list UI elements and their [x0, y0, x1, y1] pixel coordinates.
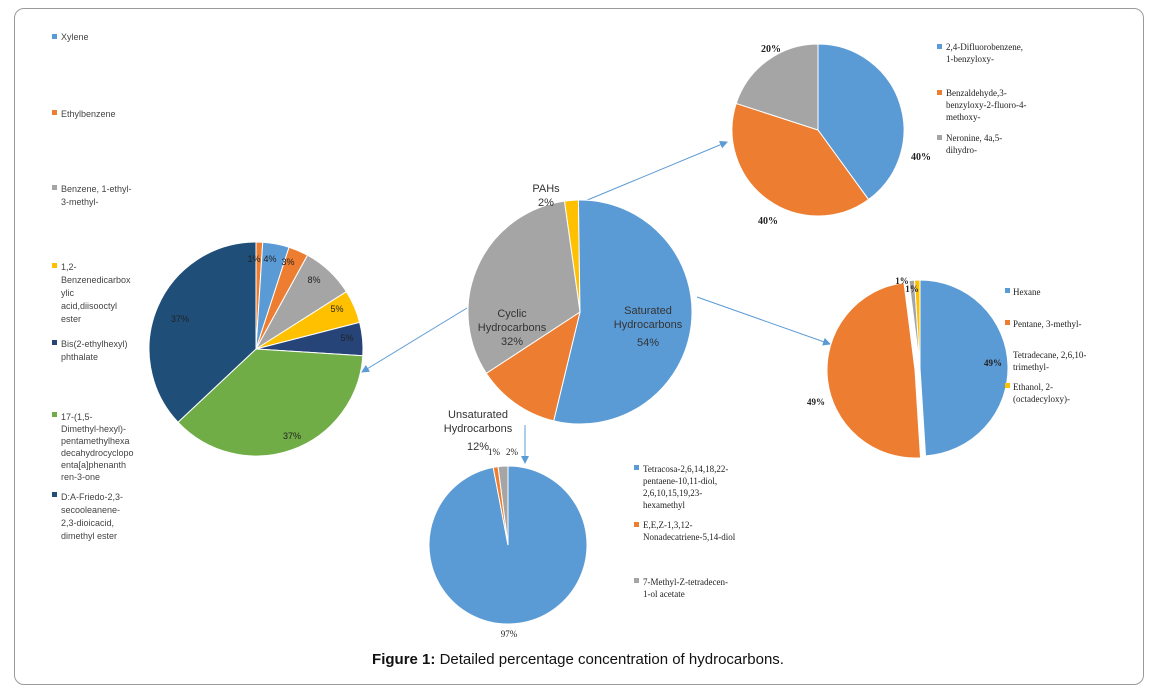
main-slice-1	[485, 310, 581, 422]
pie-main	[467, 199, 693, 425]
saturated-slice-3	[913, 279, 921, 369]
legend-friedo: D:A-Friedo-2,3-secooleanene-2,3-dioicaci…	[61, 492, 123, 541]
legend-difluorobenzene: 2,4-Difluorobenzene, 1-benzyloxy-	[946, 42, 1023, 64]
legend-hexane: Hexane	[1013, 287, 1040, 297]
legend-swatch-pentane	[1005, 320, 1010, 325]
pahs-pct-blue: 40%	[911, 152, 931, 163]
saturated-pct-gray: 1%	[895, 276, 909, 286]
main-pct-cyclic: 32%	[501, 336, 523, 348]
legend-tetracosa: Tetracosa-2,6,14,18,22-pentaene-10,11-di…	[643, 464, 728, 510]
legend-swatch-ethylbenzene	[52, 110, 57, 115]
legend-tetradecenol: 7-Methyl-Z-tetradecen-1-ol acetate	[643, 577, 728, 599]
unsaturated-pct-blue: 97%	[501, 629, 518, 639]
arrow-to-saturated	[696, 296, 831, 346]
legend-xylene: Xylene	[61, 32, 89, 42]
legend-swatch-dimethyl-hexyl	[52, 412, 57, 417]
saturated-slice-1	[826, 282, 922, 459]
pie-cyclic	[148, 241, 364, 457]
main-pct-pahs: 2%	[538, 197, 554, 209]
main-label-pahs: PAHs	[532, 183, 560, 195]
unsaturated-slice-2	[497, 465, 509, 546]
cyclic-pct-small: 1%	[247, 254, 260, 264]
legend-ethanol: Ethanol, 2-(octadecyloxy)-	[1013, 382, 1070, 404]
figure-caption: Figure 1: Detailed percentage concentrat…	[0, 651, 1156, 668]
pahs-pct-orange: 40%	[758, 216, 778, 227]
pahs-legend: 2,4-Difluorobenzene, 1-benzyloxy- Benzald…	[937, 42, 1026, 155]
cyclic-pct-green: 37%	[283, 431, 301, 441]
pahs-slice-2	[735, 43, 819, 131]
legend-swatch-friedo	[52, 492, 57, 497]
legend-dimethyl-hexyl: 17-(1,5-Dimethyl-hexyl)-pentamethylhexa d…	[61, 412, 134, 482]
cyclic-pct-ethylbenzene: 3%	[281, 257, 294, 267]
legend-swatch-benzenedicarboxylic	[52, 263, 57, 268]
pie-saturated	[826, 279, 1009, 459]
pie-unsaturated	[428, 465, 588, 625]
legend-ethylbenzene: Ethylbenzene	[61, 109, 116, 119]
legend-benzene-ethyl-methyl: Benzene, 1-ethyl-3-methyl-	[61, 184, 132, 207]
legend-swatch-benzene-ethyl-methyl	[52, 185, 57, 190]
caption-label: Figure 1:	[372, 651, 436, 668]
cyclic-slice-6	[148, 241, 257, 423]
main-pie-labels: PAHs 2% Saturated Hydrocarbons 54% Cyclic…	[444, 183, 683, 453]
unsaturated-pct-orange: 1%	[488, 447, 501, 457]
main-label-cyclic: Cyclic Hydrocarbons	[478, 308, 547, 334]
saturated-pct-hexane: 49%	[984, 358, 1002, 368]
main-slice-2	[467, 200, 581, 375]
legend-swatch-bis-ethylhexyl	[52, 340, 57, 345]
legend-benzenedicarboxylic: 1,2-Benzenedicarbox ylic acid,diisooctyl es…	[61, 262, 131, 324]
legend-swatch-ethanol	[1005, 383, 1010, 388]
cyclic-pct-benzene: 8%	[307, 275, 320, 285]
cyclic-pct-xylene: 4%	[263, 254, 276, 264]
legend-bis-ethylhexyl: Bis(2-ethylhexyl) phthalate	[61, 339, 128, 362]
cyclic-pct-bis: 5%	[340, 333, 353, 343]
legend-nonadecatriene: E,E,Z-1,3,12-Nonadecatriene-5,14-diol	[643, 520, 736, 542]
cyclic-pct-navy: 37%	[171, 314, 189, 324]
saturated-legend: Hexane Pentane, 3-methyl- Tetradecane, 2…	[1005, 287, 1086, 404]
cyclic-pct-labels: 1% 4% 3% 8% 5% 5% 37% 37%	[171, 254, 354, 441]
unsaturated-legend: Tetracosa-2,6,14,18,22-pentaene-10,11-di…	[634, 464, 736, 599]
legend-swatch-nonadecatriene	[634, 522, 639, 527]
main-label-unsaturated: Unsaturated Hydrocarbons	[444, 409, 513, 435]
cyclic-pct-benzenedicarboxylic: 5%	[330, 304, 343, 314]
unsaturated-pct-labels: 1% 2% 97%	[488, 447, 519, 639]
pie-pahs	[731, 43, 905, 217]
pahs-slice-0	[817, 43, 905, 201]
unsaturated-pct-gray: 2%	[506, 447, 519, 457]
cyclic-legend: Xylene Ethylbenzene Benzene, 1-ethyl-3-m…	[52, 32, 134, 541]
saturated-pct-labels: 1% 1% 49% 49%	[807, 276, 1002, 407]
main-pct-unsaturated: 12%	[467, 441, 489, 453]
main-pct-saturated: 54%	[637, 337, 659, 349]
arrow-to-pahs	[572, 140, 728, 207]
pahs-slice-1	[731, 102, 870, 217]
figure-frame	[14, 8, 1144, 685]
main-slice-0	[553, 199, 693, 425]
legend-neronine: Neronine, 4a,5-dihydro-	[946, 133, 1002, 155]
legend-swatch-tetracosa	[634, 465, 639, 470]
legend-swatch-benzaldehyde	[937, 90, 942, 95]
saturated-pct-pentane: 49%	[807, 397, 825, 407]
saturated-pct-yellow: 1%	[905, 284, 919, 294]
legend-pentane: Pentane, 3-methyl-	[1013, 319, 1081, 329]
legend-swatch-neronine	[937, 135, 942, 140]
connector-arrows	[361, 140, 831, 464]
legend-swatch-tetradecenol	[634, 578, 639, 583]
main-label-saturated: Saturated Hydrocarbons	[614, 305, 683, 331]
caption-text: Detailed percentage concentration of hyd…	[439, 651, 784, 668]
saturated-slice-0	[919, 279, 1009, 457]
pahs-pct-labels: 20% 40% 40%	[758, 44, 931, 227]
legend-swatch-hexane	[1005, 288, 1010, 293]
legend-tetradecane: Tetradecane, 2,6,10-trimethyl-	[1013, 350, 1086, 372]
legend-swatch-difluorobenzene	[937, 44, 942, 49]
pahs-pct-gray: 20%	[761, 44, 781, 55]
legend-benzaldehyde: Benzaldehyde,3-benzyloxy-2-fluoro-4-meth…	[946, 88, 1026, 122]
cyclic-slice-5	[177, 348, 364, 457]
legend-swatch-xylene	[52, 34, 57, 39]
arrow-to-cyclic	[361, 307, 468, 373]
